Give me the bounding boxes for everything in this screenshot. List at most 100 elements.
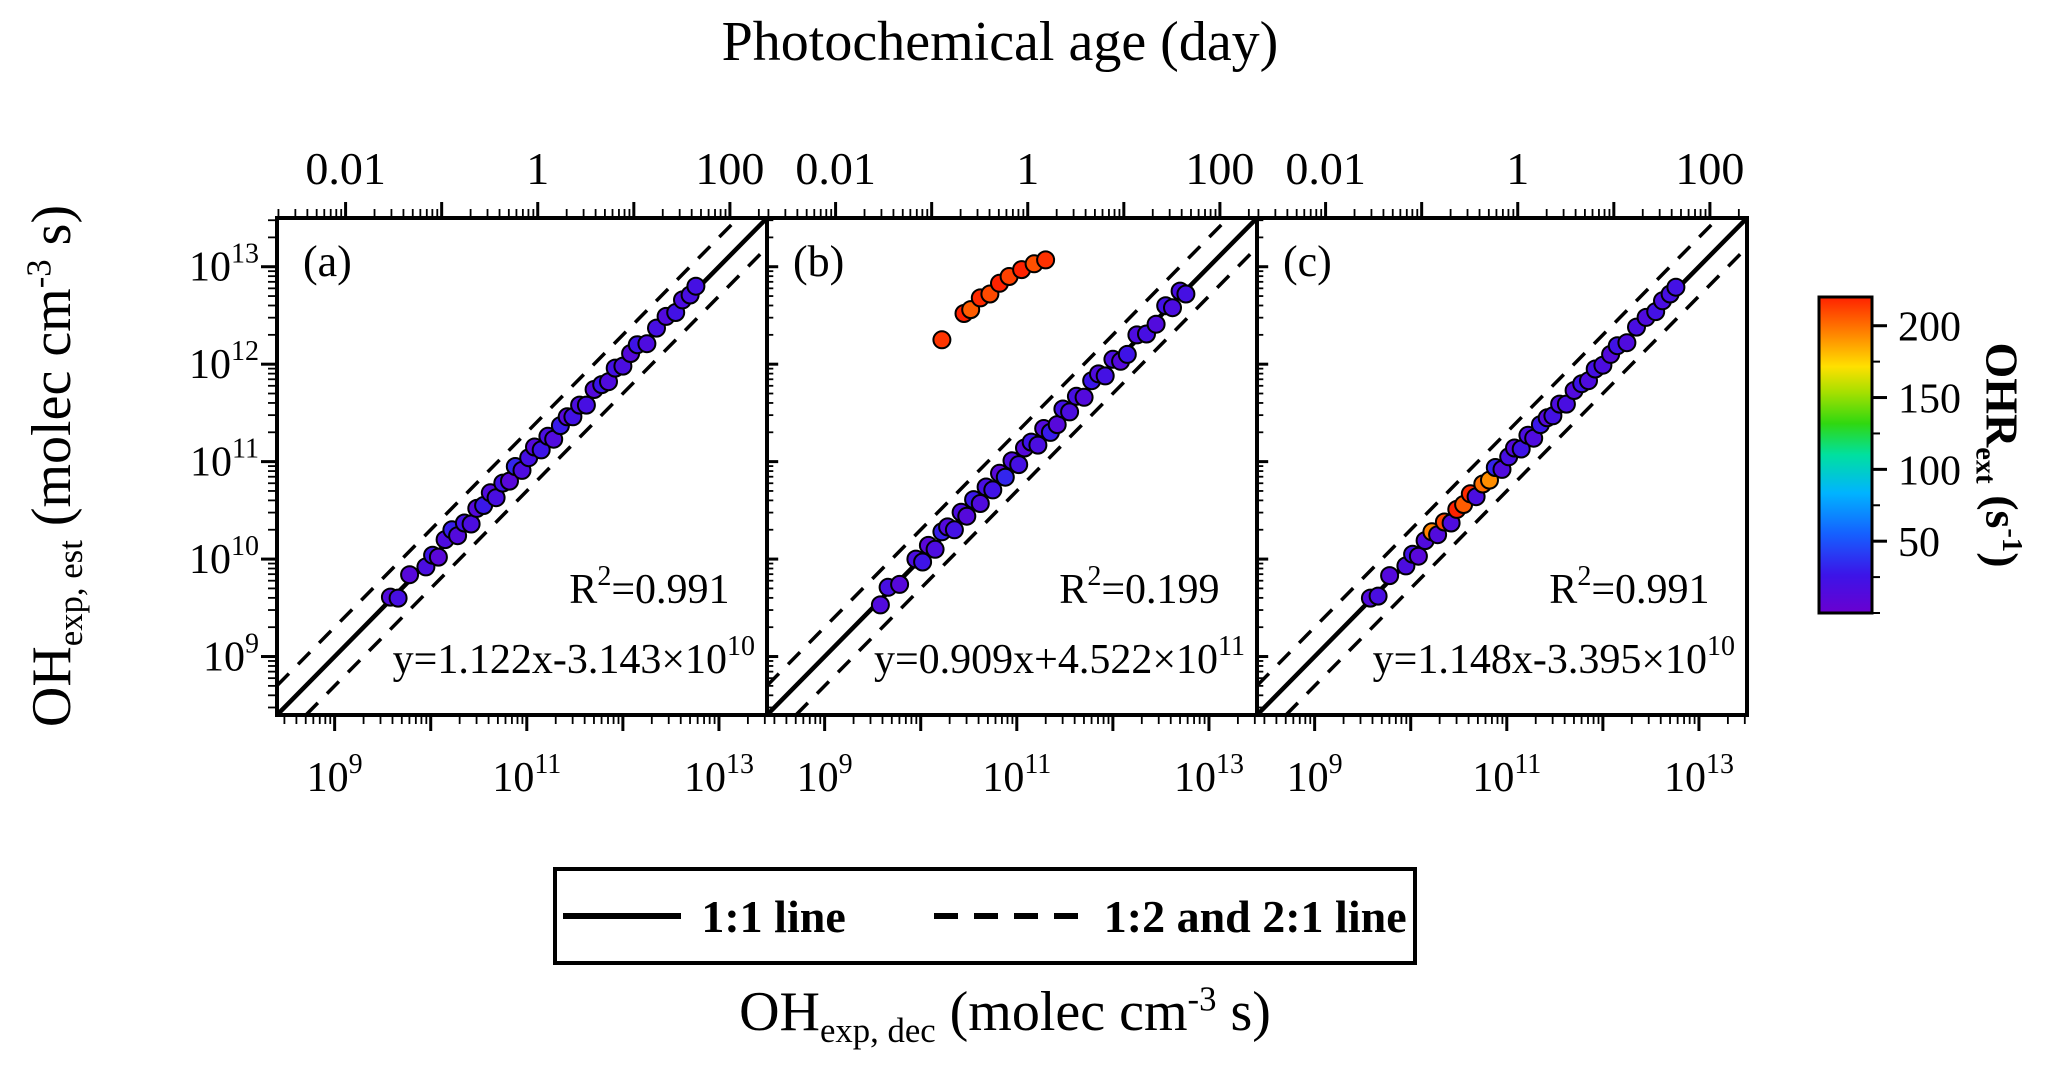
y-tick-label: 1010 <box>189 531 259 583</box>
age-tick-label: 1 <box>1016 143 1039 194</box>
data-point <box>1368 586 1388 606</box>
age-tick-label: 100 <box>695 143 764 194</box>
x-tick-label: 1013 <box>1664 749 1734 801</box>
data-point <box>913 552 933 572</box>
axis-tick-labels: 109 1011 1013 0.01 1 100 <box>795 143 1254 801</box>
x-axis-title: OHexp, dec (molec cm-3 s) <box>739 979 1271 1048</box>
y-title-suffix: s) <box>21 204 83 260</box>
data-point <box>1117 344 1137 364</box>
two-to-one-line <box>1257 218 1720 687</box>
data-point <box>870 595 890 615</box>
r-squared-label: R2=0.991 <box>1549 561 1709 613</box>
y-axis-ticks <box>261 219 277 709</box>
panel-annotations: (a) R2=0.991 y=1.122x-3.143×1010 <box>303 237 755 683</box>
data-point <box>983 480 1003 500</box>
age-axis-ticks <box>1257 202 1740 218</box>
data-point <box>461 514 481 534</box>
panel-letter: (c) <box>1283 237 1332 286</box>
x-tick-label: 109 <box>797 749 853 801</box>
fit-equation-label: y=1.148x-3.395×1010 <box>1373 631 1735 683</box>
dashed-line-label: 1:2 and 2:1 line <box>1103 890 1407 942</box>
data-point <box>1009 455 1029 475</box>
y-axis-ticks <box>767 219 779 709</box>
data-point <box>925 539 945 559</box>
top-axis-title: Photochemical age (day) <box>721 11 1279 73</box>
colorbar: 50 100 150 200 <box>1817 295 1961 615</box>
fit-equation-label: y=0.909x+4.522×1011 <box>874 631 1245 683</box>
cb-title-main: OHR <box>1976 342 2028 448</box>
data-point <box>1617 333 1637 353</box>
scatter-points <box>380 276 706 608</box>
data-point <box>637 334 657 354</box>
data-point <box>932 330 952 350</box>
legend-item-solid: 1:1 line <box>563 890 846 943</box>
age-tick-label: 1 <box>526 143 549 194</box>
x-tick-label: 109 <box>1287 749 1343 801</box>
cb-title-sub: ext <box>1969 447 2001 484</box>
data-point <box>890 574 910 594</box>
y-tick-label: 1012 <box>189 336 259 388</box>
x-tick-label: 1013 <box>1174 749 1244 801</box>
x-title-suffix: s) <box>1216 981 1271 1043</box>
age-tick-label: 0.01 <box>1285 143 1366 194</box>
x-tick-label: 1011 <box>492 749 561 801</box>
x-tick-label: 1011 <box>982 749 1051 801</box>
x-tick-label: 1011 <box>1472 749 1541 801</box>
age-tick-label: 0.01 <box>795 143 876 194</box>
age-axis-ticks <box>767 202 1250 218</box>
data-point <box>1163 298 1182 318</box>
data-point <box>944 520 964 540</box>
x-title-main: OH <box>739 981 820 1043</box>
age-tick-label: 0.01 <box>305 143 386 194</box>
fit-equation-label: y=1.122x-3.143×1010 <box>393 631 755 683</box>
solid-line-sample <box>563 913 682 919</box>
colorbar-tick-label: 200 <box>1898 305 1961 351</box>
scatter-points <box>1360 277 1686 608</box>
colorbar-title: OHRext (s-1) <box>1969 342 2029 567</box>
panel-(b): 109 1011 1013 0.01 1 100 (b) R2=0.199 y=0.909x+4… <box>765 143 1259 801</box>
data-point <box>1666 277 1686 297</box>
legend: 1:1 line 1:2 and 2:1 line <box>553 867 1417 965</box>
y-tick-label: 1011 <box>190 434 259 486</box>
x-tick-label: 1013 <box>684 749 754 801</box>
cb-title-mid: (s <box>1976 483 2028 529</box>
y-title-main: OH <box>21 646 83 728</box>
panel-letter: (b) <box>793 237 844 286</box>
scatter-points <box>870 250 1196 615</box>
data-point <box>1146 314 1166 334</box>
age-tick-label: 100 <box>1675 143 1744 194</box>
axis-tick-labels: 109 1011 1013 109 1010 1011 1012 1013 0.01 1 100 <box>189 143 764 801</box>
r-squared-label: R2=0.991 <box>569 561 729 613</box>
age-axis-ticks <box>277 202 760 218</box>
colorbar-tick-label: 100 <box>1898 448 1961 494</box>
two-to-one-line <box>767 218 1230 687</box>
one-to-two-line <box>1284 246 1747 715</box>
one-to-two-line <box>794 246 1257 715</box>
solid-line-label: 1:1 line <box>701 890 846 942</box>
data-point <box>388 588 408 608</box>
y-title-mid: (molec cm <box>21 288 83 541</box>
data-point <box>1028 435 1048 455</box>
colorbar-tick-label: 150 <box>1898 377 1961 423</box>
data-point <box>428 547 448 567</box>
x-title-sup: -3 <box>1187 979 1217 1019</box>
one-to-two-line <box>304 246 767 715</box>
data-point <box>686 276 706 296</box>
data-point <box>1380 566 1400 586</box>
data-point <box>1036 250 1056 270</box>
age-tick-label: 100 <box>1185 143 1254 194</box>
cb-title-sup: -1 <box>1995 528 2027 553</box>
x-title-sub: exp, dec <box>819 1011 936 1051</box>
panel-letter: (a) <box>303 237 352 286</box>
data-point <box>400 565 420 585</box>
data-point <box>970 494 990 513</box>
colorbar-tick-label: 50 <box>1898 520 1940 566</box>
data-point <box>957 506 977 526</box>
data-point <box>1060 402 1080 422</box>
legend-item-dashed: 1:2 and 2:1 line <box>933 890 1407 943</box>
two-to-one-line <box>277 218 740 687</box>
data-point <box>1408 546 1428 566</box>
y-tick-label: 1013 <box>189 239 259 291</box>
x-axis-ticks <box>773 715 1256 731</box>
